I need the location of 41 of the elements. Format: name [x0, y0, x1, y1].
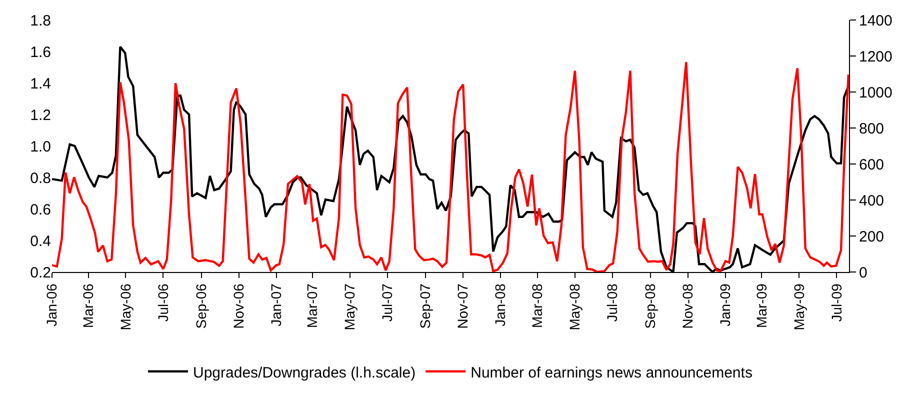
y2-tick-label: 0: [859, 264, 868, 282]
x-tick-label: Jul-07: [379, 283, 396, 322]
x-tick-label: Jul-09: [828, 283, 844, 322]
x-tick-label: Nov-07: [454, 283, 471, 329]
y2-tick-label: 200: [859, 228, 884, 246]
y-tick-label: 0.2: [30, 264, 51, 282]
x-tick-label: Nov-08: [680, 283, 696, 329]
x-tick-label: May-06: [117, 283, 134, 330]
y2-tick-label: 600: [859, 156, 884, 174]
y-tick-label: 1.8: [30, 12, 51, 30]
x-tick-label: Mar-08: [529, 283, 545, 328]
x-tick-label: Mar-09: [753, 283, 770, 328]
x-tick-label: Jul-08: [604, 283, 620, 322]
y2-tick-label: 1200: [859, 48, 892, 66]
x-tick-label: Mar-07: [304, 283, 320, 328]
x-tick-label: Sep-08: [642, 283, 658, 329]
x-tick-label: Sep-07: [417, 283, 434, 329]
x-tick-label: Jan-07: [268, 283, 284, 326]
x-tick-label: Sep-06: [192, 283, 209, 329]
legend-label: Number of earnings news announcements: [470, 364, 752, 382]
y-tick-label: 0.6: [30, 201, 51, 218]
x-tick-label: Jan-09: [717, 283, 734, 326]
y-tick-label: 1.0: [30, 138, 51, 156]
x-tick-label: May-07: [342, 283, 358, 330]
x-tick-label: May-08: [566, 283, 582, 330]
legend-label: Upgrades/Downgrades (l.h.scale): [193, 364, 416, 382]
x-tick-label: Jan-08: [492, 283, 508, 326]
y-tick-label: 0.8: [30, 170, 51, 187]
y2-tick-label: 400: [859, 192, 884, 210]
y2-tick-label: 1000: [859, 84, 892, 102]
y-tick-label: 1.6: [30, 44, 51, 61]
x-tick-label: Nov-06: [230, 283, 246, 329]
x-tick-label: Jul-06: [154, 283, 171, 322]
x-tick-label: Jan-06: [44, 283, 60, 326]
x-tick-label: May-09: [790, 283, 807, 330]
y-tick-label: 0.4: [30, 232, 51, 250]
y-tick-label: 1.2: [30, 106, 51, 124]
y2-tick-label: 1400: [859, 12, 892, 30]
y-tick-label: 1.4: [30, 75, 51, 92]
y2-tick-label: 800: [859, 120, 884, 138]
x-tick-label: Mar-06: [80, 283, 96, 328]
